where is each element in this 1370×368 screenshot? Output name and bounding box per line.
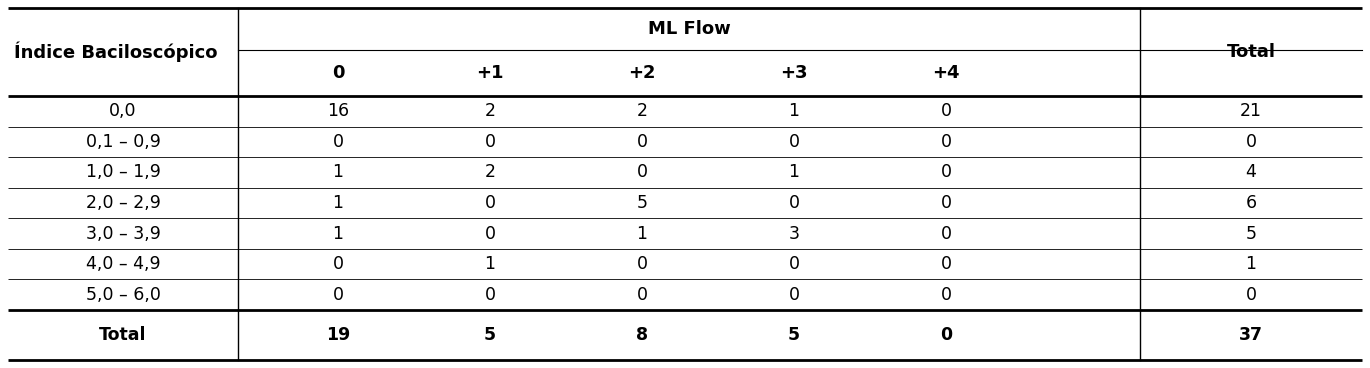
- Text: 0: 0: [940, 163, 952, 181]
- Text: 0: 0: [1245, 286, 1256, 304]
- Text: 1: 1: [789, 163, 800, 181]
- Text: 8: 8: [636, 326, 648, 344]
- Text: +2: +2: [629, 64, 656, 82]
- Text: 0: 0: [1245, 133, 1256, 151]
- Text: 6: 6: [1245, 194, 1256, 212]
- Text: 0: 0: [940, 133, 952, 151]
- Text: +1: +1: [477, 64, 504, 82]
- Text: +3: +3: [781, 64, 808, 82]
- Text: 0: 0: [789, 133, 800, 151]
- Text: Total: Total: [99, 326, 147, 344]
- Text: 2: 2: [485, 102, 496, 120]
- Text: 1: 1: [485, 255, 496, 273]
- Text: Total: Total: [1226, 43, 1275, 61]
- Text: +4: +4: [932, 64, 960, 82]
- Text: 0: 0: [940, 255, 952, 273]
- Text: 0: 0: [637, 133, 648, 151]
- Text: 2: 2: [485, 163, 496, 181]
- Text: 0: 0: [789, 255, 800, 273]
- Text: 1: 1: [333, 194, 344, 212]
- Text: 0: 0: [637, 163, 648, 181]
- Text: 2,0 – 2,9: 2,0 – 2,9: [85, 194, 160, 212]
- Text: 0: 0: [485, 194, 496, 212]
- Text: 16: 16: [327, 102, 349, 120]
- Text: 5,0 – 6,0: 5,0 – 6,0: [85, 286, 160, 304]
- Text: 0: 0: [485, 286, 496, 304]
- Text: 1: 1: [333, 224, 344, 243]
- Text: 0: 0: [940, 286, 952, 304]
- Text: 0: 0: [485, 133, 496, 151]
- Text: 5: 5: [637, 194, 648, 212]
- Text: 1: 1: [789, 102, 800, 120]
- Text: 0,1 – 0,9: 0,1 – 0,9: [85, 133, 160, 151]
- Text: 5: 5: [484, 326, 496, 344]
- Text: 0: 0: [789, 194, 800, 212]
- Text: ML Flow: ML Flow: [648, 20, 730, 38]
- Text: 1: 1: [1245, 255, 1256, 273]
- Text: 0: 0: [333, 255, 344, 273]
- Text: 0: 0: [333, 286, 344, 304]
- Text: 0: 0: [940, 194, 952, 212]
- Text: 3: 3: [789, 224, 800, 243]
- Text: 4: 4: [1245, 163, 1256, 181]
- Text: 0: 0: [789, 286, 800, 304]
- Text: 1: 1: [637, 224, 648, 243]
- Text: 0: 0: [333, 133, 344, 151]
- Text: 5: 5: [788, 326, 800, 344]
- Text: Índice Baciloscópico: Índice Baciloscópico: [14, 42, 218, 62]
- Text: 19: 19: [326, 326, 351, 344]
- Text: 21: 21: [1240, 102, 1262, 120]
- Text: 5: 5: [1245, 224, 1256, 243]
- Text: 3,0 – 3,9: 3,0 – 3,9: [85, 224, 160, 243]
- Text: 0: 0: [940, 102, 952, 120]
- Text: 0: 0: [637, 286, 648, 304]
- Text: 1: 1: [333, 163, 344, 181]
- Text: 0: 0: [332, 64, 344, 82]
- Text: 0,0: 0,0: [110, 102, 137, 120]
- Text: 0: 0: [637, 255, 648, 273]
- Text: 1,0 – 1,9: 1,0 – 1,9: [85, 163, 160, 181]
- Text: 2: 2: [637, 102, 648, 120]
- Text: 4,0 – 4,9: 4,0 – 4,9: [86, 255, 160, 273]
- Text: 0: 0: [940, 224, 952, 243]
- Text: 0: 0: [485, 224, 496, 243]
- Text: 0: 0: [940, 326, 952, 344]
- Text: 37: 37: [1238, 326, 1263, 344]
